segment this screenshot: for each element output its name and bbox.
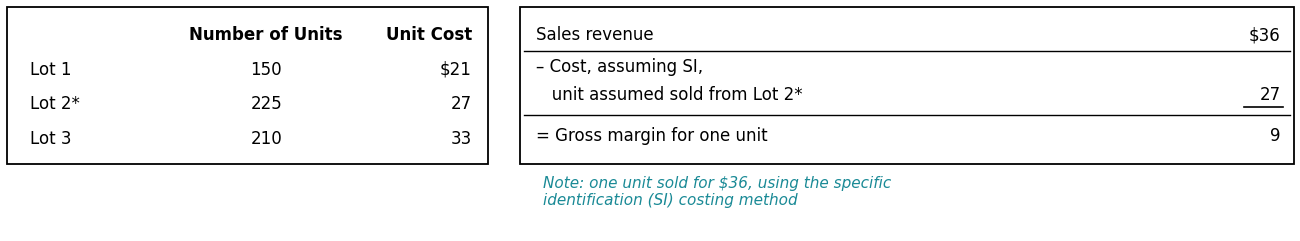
Text: 27: 27 (451, 95, 472, 113)
FancyBboxPatch shape (520, 7, 1294, 164)
Text: Lot 1: Lot 1 (30, 61, 72, 79)
Text: Number of Units: Number of Units (190, 27, 343, 44)
Text: $21: $21 (439, 61, 472, 79)
Text: $36: $36 (1249, 27, 1280, 44)
Text: Lot 2*: Lot 2* (30, 95, 79, 113)
Text: – Cost, assuming SI,: – Cost, assuming SI, (536, 58, 703, 76)
Text: Lot 3: Lot 3 (30, 130, 72, 148)
Text: 225: 225 (251, 95, 282, 113)
Text: unit assumed sold from Lot 2*: unit assumed sold from Lot 2* (536, 86, 802, 104)
Text: = Gross margin for one unit: = Gross margin for one unit (536, 127, 767, 145)
Text: 210: 210 (251, 130, 282, 148)
Text: Note: one unit sold for $36, using the specific
identification (SI) costing meth: Note: one unit sold for $36, using the s… (543, 176, 892, 208)
Text: 33: 33 (451, 130, 472, 148)
FancyBboxPatch shape (6, 7, 488, 164)
Text: 27: 27 (1260, 86, 1280, 104)
Text: 9: 9 (1270, 127, 1280, 145)
Text: 150: 150 (251, 61, 282, 79)
Text: Unit Cost: Unit Cost (386, 27, 472, 44)
Text: Sales revenue: Sales revenue (536, 27, 653, 44)
